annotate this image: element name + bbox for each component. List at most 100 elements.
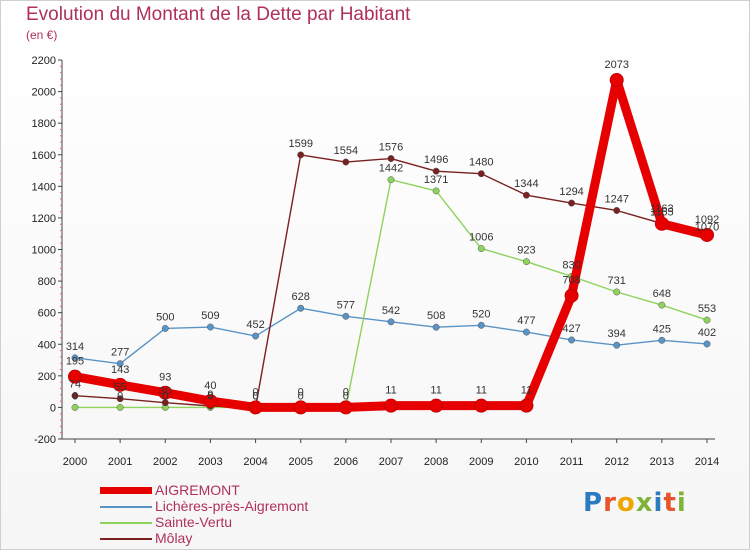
y-tick-label: 600: [38, 308, 56, 320]
data-point-aigremont: [293, 400, 308, 415]
legend-swatch: [100, 506, 152, 508]
data-point-molay: [387, 155, 395, 162]
data-point-sainte-vertu: [703, 316, 711, 324]
x-tick-label: 2008: [424, 456, 448, 468]
legend-swatch: [100, 538, 152, 540]
data-point-licheres-pres-aigremont: [477, 321, 485, 329]
data-label-aigremont: 11: [521, 385, 532, 397]
x-tick-label: 2010: [514, 456, 538, 468]
data-label-sainte-vertu: 553: [698, 303, 716, 315]
x-tick-label: 2003: [198, 456, 222, 468]
x-tick-label: 2009: [469, 456, 493, 468]
data-label-sainte-vertu: 0: [253, 390, 259, 402]
x-tick-label: 2005: [288, 456, 312, 468]
data-label-aigremont: 708: [562, 275, 580, 287]
data-label-aigremont: 11: [476, 385, 487, 397]
data-label-licheres-pres-aigremont: 477: [517, 315, 535, 327]
data-label-molay: 1554: [334, 145, 358, 157]
data-label-licheres-pres-aigremont: 425: [653, 323, 671, 335]
data-label-licheres-pres-aigremont: 452: [246, 319, 264, 331]
data-point-licheres-pres-aigremont: [252, 332, 260, 340]
legend-label: Lichères-près-Aigremont: [155, 498, 309, 514]
data-label-sainte-vertu: 0: [162, 390, 168, 402]
legend-swatch: [100, 487, 152, 494]
y-tick-label: 1600: [32, 150, 56, 162]
logo-letter: t: [663, 488, 677, 518]
data-label-aigremont: 93: [159, 372, 171, 384]
data-point-aigremont: [113, 377, 128, 392]
data-label-aigremont: 11: [430, 385, 441, 397]
data-point-licheres-pres-aigremont: [206, 323, 214, 331]
data-label-aigremont: 0: [343, 386, 349, 398]
data-point-aigremont: [68, 369, 82, 384]
data-point-molay: [116, 395, 124, 403]
data-point-licheres-pres-aigremont: [658, 336, 666, 344]
data-label-licheres-pres-aigremont: 520: [472, 308, 490, 320]
data-point-aigremont: [564, 288, 579, 303]
y-tick-label: 0: [50, 402, 56, 414]
data-label-molay: 1294: [559, 186, 583, 198]
data-label-licheres-pres-aigremont: 314: [66, 341, 84, 353]
data-point-licheres-pres-aigremont: [342, 312, 350, 320]
data-label-licheres-pres-aigremont: 508: [427, 310, 445, 322]
legend-item: Sainte-Vertu: [100, 514, 400, 530]
data-point-licheres-pres-aigremont: [387, 318, 395, 326]
y-tick-label: 800: [38, 276, 56, 288]
data-label-molay: 30: [159, 386, 171, 398]
data-label-aigremont: 11: [385, 385, 396, 397]
x-tick-label: 2004: [243, 456, 267, 468]
data-label-molay: 1599: [288, 138, 312, 150]
data-point-licheres-pres-aigremont: [432, 323, 440, 331]
data-point-sainte-vertu: [71, 403, 79, 411]
data-point-sainte-vertu: [432, 187, 440, 195]
y-tick-label: 2200: [32, 55, 56, 67]
data-label-molay: 1480: [469, 157, 493, 169]
data-label-licheres-pres-aigremont: 427: [562, 323, 580, 335]
data-point-sainte-vertu: [658, 301, 666, 309]
data-point-aigremont: [609, 73, 624, 88]
data-label-aigremont: 0: [253, 386, 259, 398]
data-label-aigremont: 1163: [650, 203, 674, 215]
data-point-aigremont: [158, 385, 173, 400]
data-label-sainte-vertu: 0: [298, 390, 304, 402]
chart-subtitle: (en €): [26, 28, 58, 42]
data-point-aigremont: [338, 400, 353, 415]
data-label-molay: 74: [69, 379, 81, 391]
y-tick-label: 2000: [32, 87, 56, 99]
data-label-molay: 55: [114, 382, 126, 394]
logo-letter: o: [616, 488, 636, 518]
x-tick-label: 2000: [63, 456, 87, 468]
data-point-sainte-vertu: [387, 176, 395, 184]
data-label-sainte-vertu: 648: [653, 288, 671, 300]
data-point-aigremont: [203, 394, 218, 409]
data-label-licheres-pres-aigremont: 542: [382, 305, 400, 317]
data-label-licheres-pres-aigremont: 500: [156, 311, 174, 323]
data-label-licheres-pres-aigremont: 628: [292, 291, 310, 303]
data-label-licheres-pres-aigremont: 577: [337, 299, 355, 311]
data-point-licheres-pres-aigremont: [703, 340, 711, 348]
y-tick-label: 1400: [32, 181, 56, 193]
chart-title: Evolution du Montant de la Dette par Hab…: [26, 4, 411, 25]
data-label-molay: 1496: [424, 154, 448, 166]
x-tick-label: 2013: [650, 456, 674, 468]
series-line-aigremont: [70, 75, 712, 412]
y-tick-label: 1800: [32, 118, 56, 130]
x-tick-label: 2001: [108, 456, 132, 468]
data-point-molay: [522, 191, 530, 199]
data-point-licheres-pres-aigremont: [71, 354, 79, 362]
logo-letter: i: [653, 488, 664, 518]
x-tick-label: 2007: [379, 456, 403, 468]
data-label-sainte-vertu: 731: [608, 275, 626, 287]
x-tick-label: 2012: [604, 456, 628, 468]
data-point-licheres-pres-aigremont: [297, 304, 305, 312]
data-point-molay: [432, 167, 440, 175]
legend-label: Sainte-Vertu: [155, 514, 233, 530]
data-label-sainte-vertu: 1006: [469, 232, 493, 244]
legend-label: Môlay: [155, 530, 193, 546]
data-label-licheres-pres-aigremont: 277: [111, 347, 129, 359]
data-label-sainte-vertu: 1442: [379, 163, 403, 175]
y-tick-label: 200: [38, 371, 56, 383]
legend-swatch: [100, 522, 152, 524]
data-label-sainte-vertu: 0: [72, 390, 78, 402]
